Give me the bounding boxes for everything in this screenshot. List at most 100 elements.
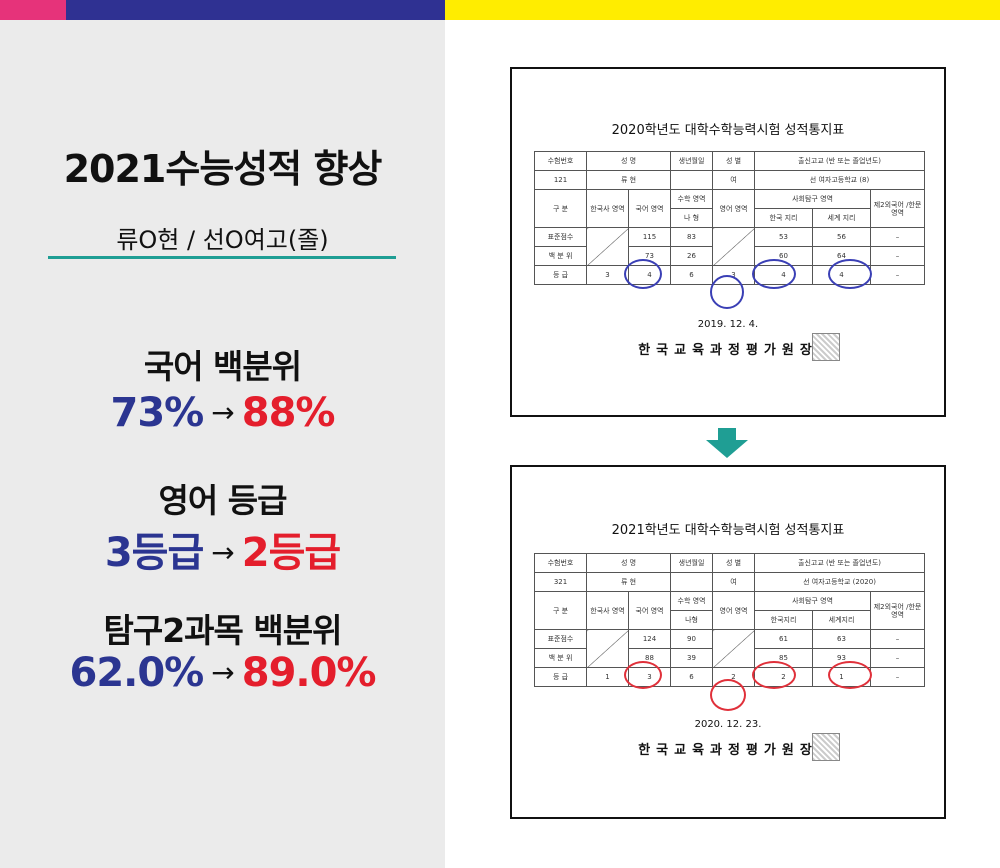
- stat-before: 3등급: [104, 530, 204, 576]
- pen-circle-mark: [710, 275, 744, 309]
- issue-date: 2020. 12. 23.: [694, 719, 762, 730]
- subject-cell: 국어 영역: [627, 591, 672, 630]
- score-report-2020: 2020학년도 대학수학능력시험 성적통지표 수험번호 성 명 생년월일 성 별…: [510, 67, 946, 417]
- subject-cell: 영어 영역: [712, 189, 756, 228]
- score-cell: 3: [586, 265, 629, 285]
- pen-circle-mark: [624, 259, 662, 289]
- stat-after: 89.0%: [241, 650, 377, 696]
- student-subtitle: 류O현 / 선O여고(졸): [116, 226, 329, 254]
- stat-after: 88%: [241, 390, 336, 436]
- subject-cell: 한국 지리: [754, 208, 814, 228]
- top-bar-yellow: [445, 0, 1000, 20]
- subject-cell: 한국사 영역: [586, 189, 629, 228]
- score-report-2021: 2021학년도 대학수학능력시험 성적통지표 수험번호 성 명 생년월일 성 별…: [510, 465, 946, 819]
- stat-before: 73%: [110, 390, 205, 436]
- pen-circle-mark: [624, 661, 662, 689]
- score-cell: 39: [670, 648, 714, 668]
- score-cell: –: [870, 667, 926, 687]
- subject-cell: 세계 지리: [812, 208, 872, 228]
- arrow-icon: →: [211, 396, 234, 429]
- header-cell: 성 별: [712, 151, 756, 171]
- header-cell: 출신고교 (반 또는 졸업년도): [754, 553, 926, 573]
- info-cell: 여: [712, 170, 756, 190]
- diagonal-cell: [586, 227, 629, 266]
- row-label: 백 분 위: [534, 648, 587, 668]
- header-cell: 생년월일: [670, 553, 714, 573]
- subject-cell: 제2외국어 /한문 영역: [870, 591, 926, 630]
- header-cell: 성 명: [585, 151, 672, 171]
- row-label: 등 급: [534, 667, 587, 687]
- top-bar-navy: [66, 0, 445, 20]
- stat-value-korean: 73% → 88%: [0, 390, 445, 436]
- pen-circle-mark: [752, 259, 796, 289]
- info-cell: 류 현: [585, 572, 672, 592]
- score-cell: –: [870, 265, 926, 285]
- score-cell: 1: [586, 667, 629, 687]
- score-cell: –: [870, 648, 926, 668]
- info-cell: 여: [712, 572, 756, 592]
- subject-cell: 수학 영역: [670, 189, 714, 209]
- pen-circle-mark: [828, 259, 872, 289]
- subject-cell: 세계지리: [812, 610, 872, 630]
- info-cell: 321: [534, 572, 587, 592]
- score-cell: 63: [812, 629, 872, 649]
- stat-value-inquiry: 62.0% → 89.0%: [0, 650, 445, 696]
- score-cell: 61: [754, 629, 814, 649]
- subject-cell: 나형: [670, 610, 714, 630]
- report-title: 2021학년도 대학수학능력시험 성적통지표: [611, 523, 845, 538]
- official-seal: [812, 333, 840, 361]
- group-label: 구 분: [534, 591, 587, 630]
- stat-label-korean: 국어 백분위: [143, 347, 302, 386]
- info-cell: 선 여자고등학교 (2020): [754, 572, 926, 592]
- score-cell: 83: [670, 227, 714, 247]
- header-cell: 출신고교 (반 또는 졸업년도): [754, 151, 926, 171]
- info-cell: 류 현: [585, 170, 672, 190]
- score-cell: 6: [670, 667, 714, 687]
- info-cell: [670, 170, 714, 190]
- issuer: 한국교육과정평가원장: [638, 343, 818, 358]
- pen-circle-mark: [710, 679, 746, 711]
- subject-cell: 한국사 영역: [586, 591, 629, 630]
- score-cell: –: [870, 246, 926, 266]
- subject-cell: 제2외국어 /한문 영역: [870, 189, 926, 228]
- official-seal: [812, 733, 840, 761]
- header-cell: 수험번호: [534, 151, 587, 171]
- score-cell: –: [870, 629, 926, 649]
- row-label: 등 급: [534, 265, 587, 285]
- pen-circle-mark: [828, 661, 872, 689]
- subject-cell: 사회탐구 영역: [754, 591, 872, 611]
- header-cell: 성 별: [712, 553, 756, 573]
- pen-circle-mark: [752, 661, 796, 689]
- header-cell: 생년월일: [670, 151, 714, 171]
- info-cell: 선 여자고등학교 (8): [754, 170, 926, 190]
- score-cell: 124: [627, 629, 672, 649]
- subject-cell: 국어 영역: [627, 189, 672, 228]
- stat-label-inquiry: 탐구2과목 백분위: [103, 611, 343, 650]
- score-cell: –: [870, 227, 926, 247]
- report-title: 2020학년도 대학수학능력시험 성적통지표: [611, 123, 845, 138]
- diagonal-cell: [712, 629, 756, 668]
- stat-after: 2등급: [241, 530, 341, 576]
- subject-cell: 영어 영역: [712, 591, 756, 630]
- stat-before: 62.0%: [69, 650, 204, 696]
- diagonal-cell: [712, 227, 756, 266]
- subject-cell: 나 형: [670, 208, 714, 228]
- stat-label-english: 영어 등급: [158, 481, 288, 520]
- top-bar-pink: [0, 0, 66, 20]
- subject-cell: 사회탐구 영역: [754, 189, 872, 209]
- score-cell: 90: [670, 629, 714, 649]
- arrow-icon: →: [211, 536, 234, 569]
- info-cell: [670, 572, 714, 592]
- score-cell: 26: [670, 246, 714, 266]
- stat-value-english: 3등급 → 2등급: [0, 520, 445, 578]
- subject-cell: 수학 영역: [670, 591, 714, 611]
- score-cell: 53: [754, 227, 814, 247]
- info-cell: 121: [534, 170, 587, 190]
- left-panel: [0, 20, 445, 868]
- row-label: 백 분 위: [534, 246, 587, 266]
- header-cell: 수험번호: [534, 553, 587, 573]
- score-cell: 56: [812, 227, 872, 247]
- issue-date: 2019. 12. 4.: [697, 319, 759, 330]
- score-cell: 6: [670, 265, 714, 285]
- header-cell: 성 명: [585, 553, 672, 573]
